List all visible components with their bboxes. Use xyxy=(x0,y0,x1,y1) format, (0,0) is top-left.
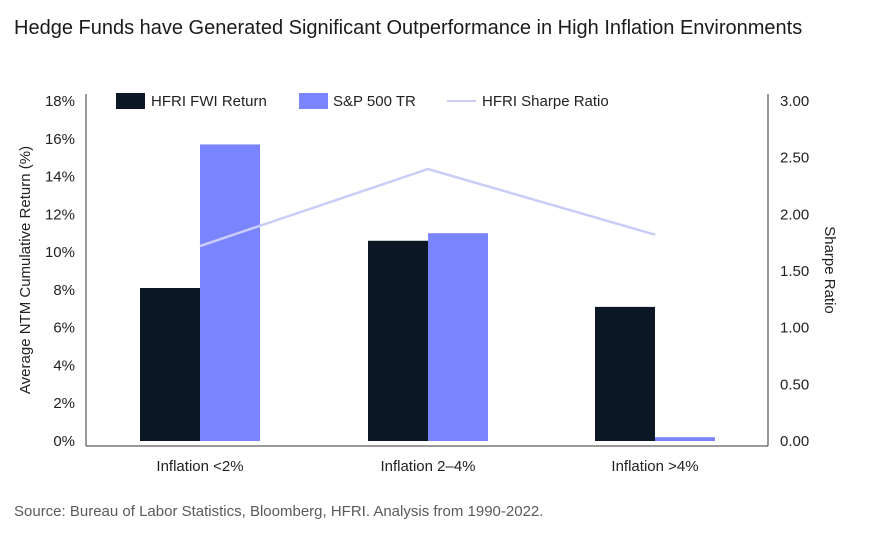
y-axis-title: Average NTM Cumulative Return (%) xyxy=(17,146,34,394)
bar-series xyxy=(140,144,715,441)
y-tick-label: 12% xyxy=(45,206,75,223)
sharpe-ratio-point xyxy=(199,245,201,247)
y-tick-label: 0% xyxy=(53,433,75,450)
y2-axis-title: Sharpe Ratio xyxy=(821,226,838,314)
y2-tick-label: 3.00 xyxy=(780,93,809,110)
right-axis-ticks: 0.00 0.50 1.00 1.50 2.00 2.50 3.00 xyxy=(780,93,809,450)
x-tick-label: Inflation 2–4% xyxy=(380,458,475,475)
source-note: Source: Bureau of Labor Statistics, Bloo… xyxy=(14,503,544,520)
y-tick-label: 2% xyxy=(53,395,75,412)
bar-sp500-2 xyxy=(655,437,715,441)
y2-tick-label: 0.00 xyxy=(780,433,809,450)
bar-hfri-fwi-2 xyxy=(595,306,655,441)
bar-hfri-fwi-1 xyxy=(368,240,428,441)
y2-tick-label: 1.50 xyxy=(780,263,809,280)
y-tick-label: 6% xyxy=(53,320,75,337)
left-axis-ticks: 0% 2% 4% 6% 8% 10% 12% 14% 16% 18% xyxy=(45,93,75,450)
y-tick-label: 10% xyxy=(45,244,75,261)
y-tick-label: 8% xyxy=(53,282,75,299)
y-tick-label: 4% xyxy=(53,357,75,374)
bar-hfri-fwi-0 xyxy=(140,288,200,441)
y2-tick-label: 2.00 xyxy=(780,206,809,223)
line-series xyxy=(199,167,656,248)
x-tick-label: Inflation <2% xyxy=(156,458,243,475)
legend-swatch-hfri-fwi xyxy=(116,93,145,109)
bar-sp500-0 xyxy=(200,144,260,441)
sharpe-ratio-point xyxy=(427,168,429,170)
legend-label-sp500: S&P 500 TR xyxy=(333,93,416,110)
legend-swatch-sp500 xyxy=(299,93,328,109)
x-tick-label: Inflation >4% xyxy=(611,458,698,475)
bar-sp500-1 xyxy=(428,233,488,441)
sharpe-ratio-line xyxy=(199,167,656,248)
legend: HFRI FWI Return S&P 500 TR HFRI Sharpe R… xyxy=(116,93,609,110)
y-tick-label: 16% xyxy=(45,131,75,148)
legend-label-hfri-fwi: HFRI FWI Return xyxy=(151,93,267,110)
sharpe-ratio-point xyxy=(654,234,656,236)
y-tick-label: 14% xyxy=(45,169,75,186)
chart-title: Hedge Funds have Generated Significant O… xyxy=(14,17,803,39)
y2-tick-label: 2.50 xyxy=(780,150,809,167)
legend-label-sharpe: HFRI Sharpe Ratio xyxy=(482,93,609,110)
y2-tick-label: 0.50 xyxy=(780,376,809,393)
y-tick-label: 18% xyxy=(45,93,75,110)
category-labels: Inflation <2% Inflation 2–4% Inflation >4% xyxy=(156,458,698,475)
y2-tick-label: 1.00 xyxy=(780,320,809,337)
